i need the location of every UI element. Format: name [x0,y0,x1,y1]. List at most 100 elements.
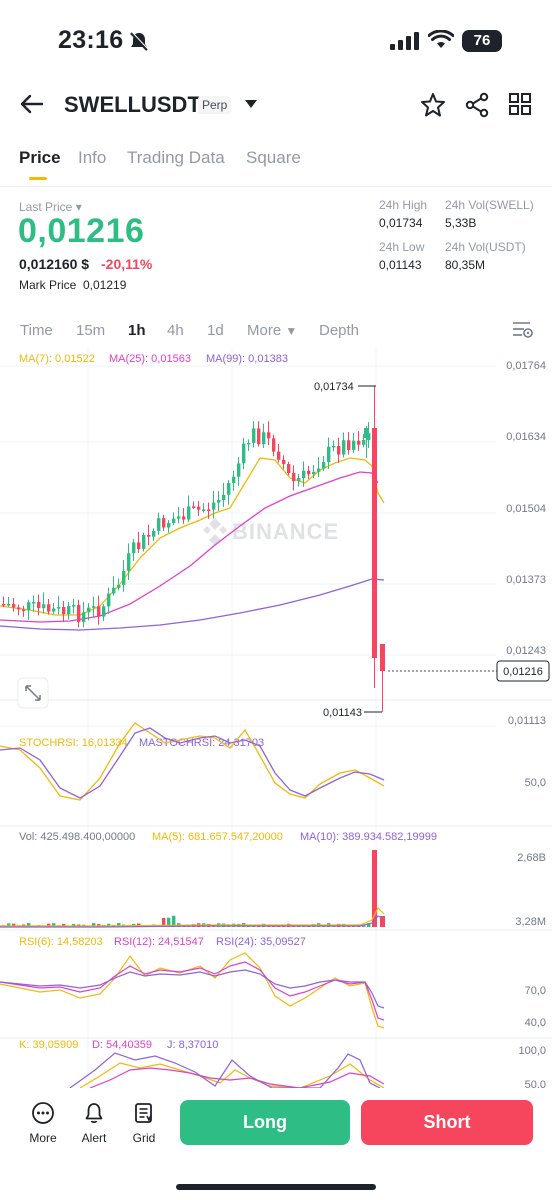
candle [177,516,181,519]
candle [22,609,26,611]
volume-bar [362,925,366,927]
volume-bar [367,923,371,927]
symbol-dropdown-icon[interactable] [244,99,258,109]
candle [37,601,41,609]
high-value: 0,01734 [379,216,423,230]
svg-text:0,01143: 0,01143 [323,707,362,719]
candle [307,470,311,475]
candle [380,644,385,671]
stochrsi-legend: STOCHRSI: 16,01334 [19,737,128,749]
bell-muted-icon [130,31,149,51]
mark-price-label: Mark Price [19,278,77,292]
volume-ma5-line [0,906,385,927]
tf-depth[interactable]: Depth [319,322,360,339]
candle [352,440,356,450]
grid-bot-icon [135,1103,152,1123]
candle [372,428,377,658]
more-dots-icon [32,1102,54,1124]
candle [202,509,206,512]
candle [337,445,341,455]
candle [2,604,6,606]
volume-bar [27,923,31,927]
more-button[interactable]: More [21,1100,65,1145]
vol-swell-label: 24h Vol(SWELL) [445,198,534,212]
grid-button[interactable]: Grid [122,1100,166,1145]
candle [227,482,231,495]
price-chart[interactable]: MA(7): 0,01522 MA(25): 0,01563 MA(99): 0… [0,348,552,1088]
tf-15m[interactable]: 15m [76,322,106,339]
mark-price-value: 0,01219 [83,278,127,292]
candle [322,462,326,469]
rsi24-line [0,969,385,1009]
candle [167,522,171,528]
tf-more[interactable]: More ▼ [247,322,298,339]
candle [87,607,91,613]
tf-4h[interactable]: 4h [167,322,184,339]
k-legend: K: 39,05909 [19,1039,78,1051]
alert-label: Alert [81,1131,107,1145]
alert-button[interactable]: Alert [72,1100,116,1145]
volume-legend: Vol: 425.498.400,00000 [19,831,135,843]
price-axis-tick: 0,01113 [508,715,546,727]
candle [362,439,366,445]
price-axis-tick: 0,01504 [506,503,546,515]
candle [77,605,81,622]
kdj-axis-tick: 50,0 [525,1079,546,1088]
candle [277,451,281,460]
candle [212,502,216,510]
rsi-axis-tick: 40,0 [525,1017,546,1029]
candle [247,442,251,445]
favorite-star-icon[interactable] [420,92,446,118]
ma7-legend: MA(7): 0,01522 [19,353,95,365]
volume-axis-tick: 3,28M [515,916,546,928]
volume-bar [12,923,16,927]
more-label: More [29,1131,57,1145]
volume-bar [162,917,166,927]
tf-time[interactable]: Time [20,322,53,339]
svg-text:0,01216: 0,01216 [503,666,543,678]
last-price-label[interactable]: Last Price ▾ [19,200,82,214]
candle [112,587,116,594]
volume-bar [172,915,176,927]
tf-1h[interactable]: 1h [128,322,146,339]
mastochrsi-line [0,727,385,799]
back-arrow-icon[interactable] [20,94,44,114]
divider [0,186,552,187]
volume-bar [117,923,121,927]
candle [242,443,246,464]
share-icon[interactable] [464,92,490,118]
candle [137,542,141,549]
volume-bar [380,916,385,927]
last-price-dropdown-icon[interactable]: ▾ [75,200,82,214]
candle [52,608,56,612]
candle [157,518,161,531]
tab-price[interactable]: Price [19,148,61,167]
more-dropdown-icon[interactable]: ▼ [285,324,298,338]
candle [92,606,96,608]
tab-trading-data[interactable]: Trading Data [127,148,225,167]
d-legend: D: 54,40359 [92,1039,152,1051]
bell-icon [85,1103,103,1124]
candle [32,601,36,604]
chart-settings-icon[interactable] [512,320,534,340]
symbol-title[interactable]: SWELLUSDT [64,92,201,117]
candle [122,570,126,585]
fullscreen-icon[interactable] [17,677,49,709]
candle [292,472,296,482]
tab-info[interactable]: Info [78,148,107,167]
candle [82,612,86,622]
long-button[interactable]: Long [180,1100,350,1145]
candle [67,606,71,615]
rsi6-line [0,952,385,1029]
tf-1d[interactable]: 1d [207,322,224,339]
candle [272,438,276,452]
tab-square[interactable]: Square [246,148,301,167]
high-annotation: 0,01734 [314,381,376,393]
volume-bar [7,923,11,927]
short-button[interactable]: Short [361,1100,533,1145]
stochrsi-line [0,722,385,801]
candle [197,506,201,510]
candle [72,605,76,607]
layout-grid-icon[interactable] [508,92,532,116]
candle [262,432,266,445]
